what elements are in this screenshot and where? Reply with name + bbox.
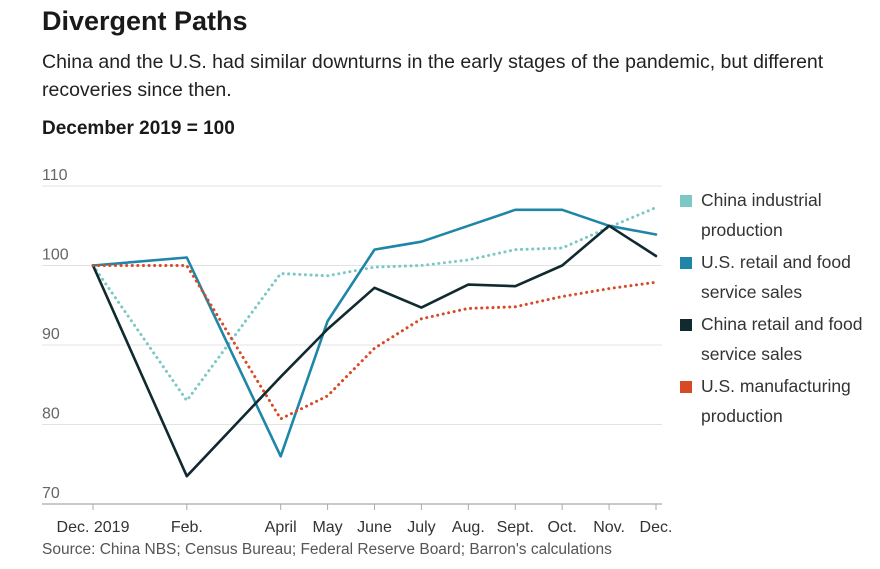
legend-label: U.S. manufacturing production	[701, 376, 851, 426]
series-line-u-s-manufacturing-production	[91, 264, 658, 421]
series-line-u-s-retail-and-food-service-sales	[91, 208, 658, 458]
legend-item: China industrial production	[680, 186, 880, 245]
series-lines	[91, 206, 658, 478]
units-label: December 2019 = 100	[42, 118, 235, 139]
legend: China industrial production U.S. retail a…	[680, 186, 880, 434]
x-tick-label: Aug.	[452, 519, 485, 536]
x-tick-label: May	[312, 519, 342, 536]
x-tick-label: June	[357, 519, 392, 536]
legend-item: U.S. retail and food service sales	[680, 248, 880, 307]
legend-item: China retail and food service sales	[680, 310, 880, 369]
chart-title: Divergent Paths	[42, 6, 248, 36]
y-tick-label: 70	[42, 485, 60, 502]
chart-subtitle: China and the U.S. had similar downturns…	[42, 51, 824, 101]
x-tick-label: Oct.	[547, 519, 576, 536]
y-tick-label: 80	[42, 406, 60, 423]
series-line-china-industrial-production	[91, 206, 658, 403]
line-chart: 70 80 90 100 110 Dec. 2019 Feb. April May June Ju…	[42, 167, 673, 536]
x-tick-label: Dec.	[640, 519, 673, 536]
legend-label: China industrial production	[701, 190, 822, 240]
x-tick-label: Nov.	[593, 519, 625, 536]
x-axis-ticks: Dec. 2019 Feb. April May June July Aug. Sept. Oc…	[57, 504, 673, 536]
legend-swatch	[680, 381, 692, 393]
legend-label: U.S. retail and food service sales	[701, 252, 851, 302]
legend-swatch	[680, 195, 692, 207]
legend-swatch	[680, 257, 692, 269]
series-line-china-retail-and-food-service-sales	[91, 224, 658, 478]
x-tick-label: Feb.	[171, 519, 203, 536]
legend-label: China retail and food service sales	[701, 314, 863, 364]
x-tick-label: Dec. 2019	[57, 519, 130, 536]
y-tick-label: 90	[42, 326, 60, 343]
x-tick-label: April	[265, 519, 297, 536]
legend-swatch	[680, 319, 692, 331]
legend-item: U.S. manufacturing production	[680, 372, 880, 431]
x-tick-label: July	[407, 519, 435, 536]
y-tick-label: 100	[42, 247, 69, 264]
x-tick-label: Sept.	[497, 519, 534, 536]
source-note: Source: China NBS; Census Bureau; Federa…	[42, 541, 612, 558]
gridlines	[42, 185, 662, 505]
y-axis-ticks: 70 80 90 100 110	[42, 167, 69, 502]
y-tick-label: 110	[42, 167, 68, 184]
